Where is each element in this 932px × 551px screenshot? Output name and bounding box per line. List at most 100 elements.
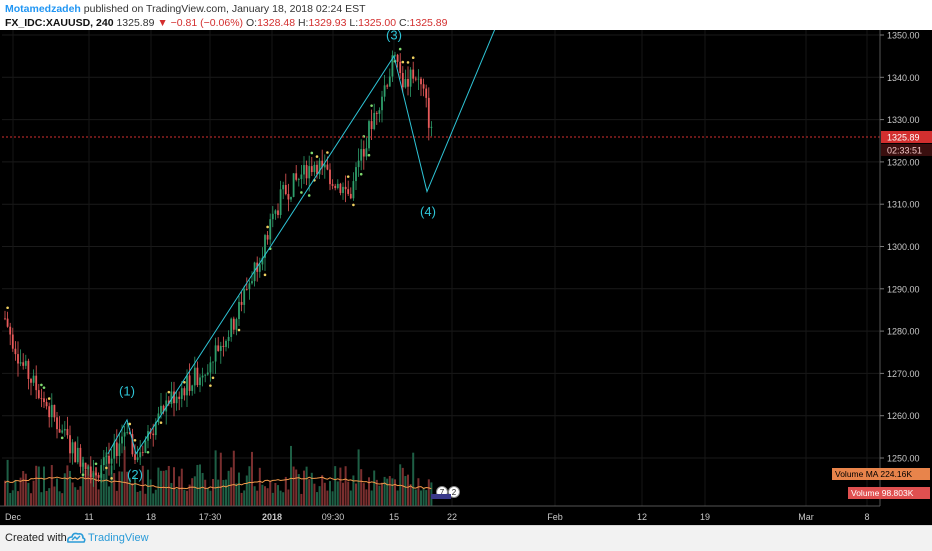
volume-bar	[407, 474, 409, 506]
candle-body	[225, 340, 227, 347]
created-with-text: Created with	[5, 532, 67, 544]
tradingview-brand-link[interactable]: TradingView	[88, 532, 149, 544]
candle-body	[430, 126, 433, 128]
time-tick-label: Feb	[547, 512, 563, 522]
volume-bar	[178, 476, 181, 506]
volume-bar	[162, 470, 165, 506]
candle-body	[108, 455, 110, 464]
candle-body	[186, 375, 188, 396]
volume-bar	[378, 485, 381, 506]
candle-body	[162, 405, 165, 412]
volume-bar	[297, 474, 300, 506]
volume-bar	[388, 476, 391, 506]
volume-bar	[310, 472, 313, 506]
candle-body	[110, 458, 113, 464]
author-link[interactable]: Motamedzadeh	[5, 3, 81, 15]
candle-body	[84, 462, 87, 470]
time-axis: Dec 11 18 17:30 2018 09:30 15 22 Feb 12 19 Mar 8	[0, 505, 880, 525]
volume-bar	[76, 489, 79, 506]
candle-body	[342, 186, 344, 194]
event-badge-count: 2	[452, 488, 457, 497]
candle-body	[53, 404, 56, 418]
volume-labels: Volume MA 224.16K Volume 98.803K	[832, 468, 930, 499]
price-tick-label: 1250.00	[887, 454, 920, 464]
candle-body	[97, 475, 100, 478]
countdown-badge	[881, 143, 932, 156]
candle-body	[35, 375, 38, 391]
volume-bar	[186, 490, 188, 506]
volume-bar	[248, 466, 251, 506]
candle-body	[297, 179, 300, 180]
symbol-label[interactable]: FX_IDC:XAUUSD, 240	[5, 17, 114, 29]
candle-body	[266, 235, 269, 240]
volume-bar	[123, 446, 126, 506]
volume-bar	[360, 469, 363, 506]
signal-dot	[146, 450, 150, 454]
volume-bar	[240, 492, 243, 506]
candle-body	[399, 61, 402, 74]
volume-bar	[118, 471, 121, 506]
candle-body	[375, 112, 378, 114]
volume-bar	[290, 445, 292, 506]
time-tick-label: 12	[637, 512, 647, 522]
time-tick-label: 2018	[262, 512, 282, 522]
signal-dot	[346, 175, 350, 178]
volume-bar	[409, 484, 412, 506]
candle-body	[326, 164, 329, 170]
candle-body	[381, 96, 383, 111]
volume-bar	[45, 490, 48, 506]
signal-dot	[300, 191, 303, 194]
candle-body	[222, 345, 225, 347]
candle-body	[66, 428, 69, 436]
volume-bar	[43, 466, 45, 506]
candle-body	[76, 447, 79, 463]
candle-body	[141, 452, 144, 453]
candle-body	[420, 78, 422, 85]
candle-body	[370, 121, 373, 130]
volume-bar	[14, 479, 17, 506]
volume-bar	[235, 483, 238, 506]
candle-body	[282, 185, 285, 190]
volume-bar	[336, 481, 339, 506]
candle-body	[4, 318, 6, 320]
volume-bar	[401, 467, 404, 506]
countdown-value: 02:33:51	[887, 145, 922, 155]
volume-bar	[79, 486, 82, 506]
candle-body	[212, 361, 214, 363]
volume-bar	[347, 481, 350, 506]
footer-bar: Created with TradingView	[0, 525, 932, 551]
volume-bar	[100, 473, 103, 506]
volume-bar	[69, 470, 71, 506]
price-tick-label: 1320.00	[887, 157, 920, 167]
candle-body	[292, 173, 295, 197]
volume-bar	[295, 469, 298, 506]
high-label: H:	[297, 17, 309, 29]
candle-body	[136, 457, 139, 460]
candle-body	[279, 189, 282, 215]
signal-dot	[398, 47, 402, 51]
volume-bar	[61, 493, 64, 506]
tradingview-cloud-icon[interactable]	[66, 530, 86, 546]
signal-dot	[60, 436, 64, 440]
candle-body	[217, 345, 220, 351]
volume-bar	[154, 489, 157, 506]
last-price-badge	[881, 130, 932, 143]
volume-bar	[37, 466, 40, 506]
candle-body	[149, 431, 152, 434]
volume-bar	[357, 449, 360, 506]
volume-bar	[261, 484, 264, 506]
volume-bar	[89, 474, 92, 506]
candle-body	[238, 301, 240, 320]
volume-bar	[425, 490, 428, 506]
volume-bar	[329, 481, 331, 506]
time-tick-label: Mar	[798, 512, 814, 522]
candle-body	[175, 396, 178, 404]
candle-body	[394, 54, 396, 56]
wave-label: (4)	[420, 204, 436, 219]
volume-ma-badge	[832, 468, 930, 480]
volume-bar	[152, 493, 155, 506]
chart-header: Motamedzadeh published on TradingView.co…	[0, 0, 932, 30]
volume-bar	[417, 478, 420, 506]
